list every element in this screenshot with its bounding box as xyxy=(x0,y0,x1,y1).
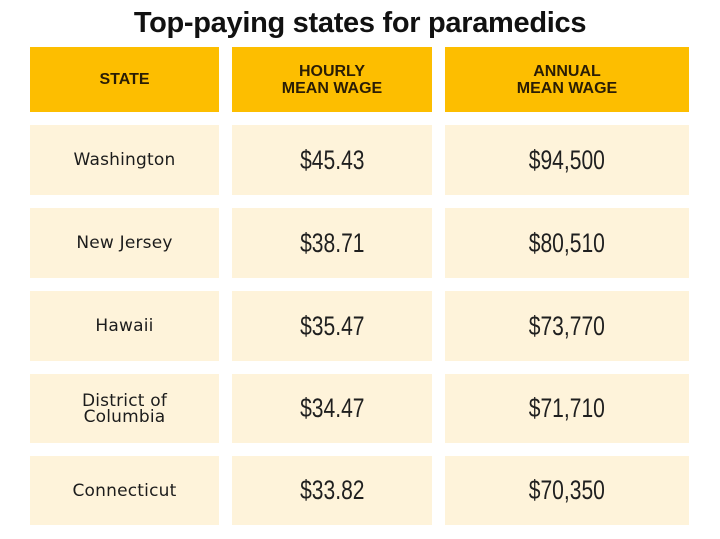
header-state: STATE xyxy=(30,47,219,112)
table-row-annual: $71,710 xyxy=(445,374,689,443)
table-row-state: Washington xyxy=(30,125,219,195)
page-title: Top-paying states for paramedics xyxy=(133,7,587,39)
table-row-state: District of Columbia xyxy=(30,374,219,443)
annual-wage: $80,510 xyxy=(528,227,606,258)
hourly-wage: $34.47 xyxy=(299,393,365,423)
table-row-state: New Jersey xyxy=(30,208,219,278)
wage-table: STATE HOURLY MEAN WAGE ANNUAL MEAN WAGE … xyxy=(30,47,689,525)
hourly-wage: $33.82 xyxy=(299,475,365,505)
table-row-state: Connecticut xyxy=(30,456,219,525)
table-row-annual: $73,770 xyxy=(445,291,689,361)
hourly-wage: $38.71 xyxy=(299,227,365,258)
table-row-annual: $80,510 xyxy=(445,208,689,278)
state-name: District of Columbia xyxy=(81,390,168,427)
hourly-wage: $45.43 xyxy=(299,144,365,175)
header-annual-mean-wage: ANNUAL MEAN WAGE xyxy=(445,47,689,112)
table-row-hourly: $35.47 xyxy=(232,291,432,361)
table-row-annual: $94,500 xyxy=(445,125,689,195)
annual-wage: $71,710 xyxy=(528,393,606,423)
table-row-annual: $70,350 xyxy=(445,456,689,525)
annual-wage: $73,770 xyxy=(528,310,606,341)
table-row-state: Hawaii xyxy=(30,291,219,361)
state-name: Hawaii xyxy=(95,316,154,336)
header-hourly-mean-wage: HOURLY MEAN WAGE xyxy=(232,47,432,112)
table-row-hourly: $45.43 xyxy=(232,125,432,195)
annual-wage: $94,500 xyxy=(528,144,606,175)
state-name: New Jersey xyxy=(76,233,173,253)
table-row-hourly: $38.71 xyxy=(232,208,432,278)
state-name: Washington xyxy=(73,150,176,170)
hourly-wage: $35.47 xyxy=(299,310,365,341)
annual-wage: $70,350 xyxy=(528,475,606,505)
table-row-hourly: $34.47 xyxy=(232,374,432,443)
table-row-hourly: $33.82 xyxy=(232,456,432,525)
state-name: Connecticut xyxy=(72,480,177,501)
